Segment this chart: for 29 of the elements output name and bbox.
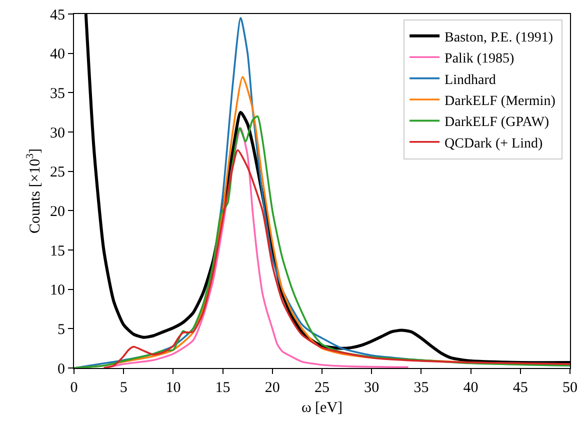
y-tick-label: 45 [50,7,65,24]
y-tick-label: 35 [50,86,65,102]
x-tick-label: 10 [166,380,181,396]
legend-label: Palik (1985) [444,52,514,67]
x-tick-label: 45 [512,380,528,396]
y-tick-label: 15 [50,243,65,260]
legend-label: DarkELF (GPAW) [444,115,550,130]
x-tick-label: 0 [70,380,78,396]
x-tick-label: 5 [120,380,128,396]
x-tick-label: 20 [264,380,280,396]
x-tick-label: 35 [414,380,429,396]
y-tick-label: 10 [50,282,65,299]
x-tick-label: 50 [562,380,578,396]
x-tick-label: 15 [215,380,230,396]
legend-label: Lindhard [444,72,496,88]
legend-label: Baston, P.E. (1991) [444,30,554,46]
x-tick-label: 25 [314,380,330,396]
y-tick-label: 0 [58,361,65,378]
y-tick-label: 30 [50,125,65,142]
x-axis-title: ω [eV] [301,400,343,416]
y-tick-label: 40 [50,46,65,63]
y-tick-label: 20 [50,204,65,220]
x-tick-label: 40 [463,380,478,396]
line-series [102,149,570,368]
legend-label: QCDark (+ Lind) [444,136,543,152]
y-tick-label: 25 [50,164,65,181]
legend-label: DarkELF (Mermin) [444,94,556,109]
y-tick-label: 5 [58,322,65,338]
x-tick-label: 30 [364,380,380,396]
